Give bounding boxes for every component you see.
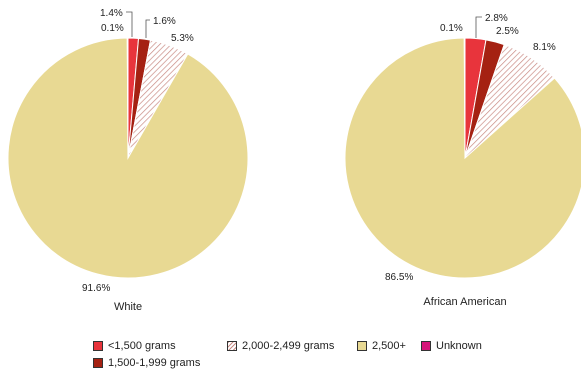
legend-label-unknown: Unknown: [436, 340, 482, 352]
white-label-2000-2499: 5.3%: [171, 33, 194, 44]
white-label-gte2500: 91.6%: [82, 283, 110, 294]
aa-label-gte2500: 86.5%: [385, 272, 413, 283]
legend-swatch-gte2500: [357, 341, 367, 351]
aa-label-unknown: 0.1%: [440, 23, 463, 34]
pie-charts: 1.4% 0.1% 1.6% 5.3% 91.6% White 0.1% 2.8…: [7, 8, 581, 313]
aa-label-2000-2499: 8.1%: [533, 42, 556, 53]
aa-slice-gte2500: [344, 37, 581, 279]
legend-item-gte2500: 2,500+: [357, 340, 406, 352]
legend-swatch-unknown: [421, 341, 431, 351]
legend-label-1500-1999: 1,500-1,999 grams: [108, 357, 201, 369]
legend-item-unknown: Unknown: [421, 340, 482, 352]
aa-label-1500-1999: 2.5%: [496, 26, 519, 37]
white-label-lt1500: 1.4%: [100, 8, 123, 19]
aa-caption: African American: [423, 296, 506, 308]
legend-swatch-2000-2499: [227, 341, 237, 351]
white-caption: White: [114, 301, 142, 313]
white-leader-lt1500: [126, 11, 133, 37]
aa-label-lt1500: 2.8%: [485, 13, 508, 24]
white-label-unknown: 0.1%: [101, 23, 124, 34]
legend-item-lt1500: <1,500 grams: [93, 340, 176, 352]
legend: <1,500 grams 2,000-2,499 grams 2,500+ Un…: [93, 340, 533, 374]
legend-label-lt1500: <1,500 grams: [108, 340, 176, 352]
aa-slice-unknown: [463, 37, 466, 159]
legend-label-2000-2499: 2,000-2,499 grams: [242, 340, 335, 352]
white-slice-gte2500: [7, 37, 249, 279]
white-slice-unknown: [126, 37, 129, 159]
legend-label-gte2500: 2,500+: [372, 340, 406, 352]
legend-item-2000-2499: 2,000-2,499 grams: [227, 340, 334, 352]
legend-item-1500-1999: 1,500-1,999 grams: [93, 357, 200, 369]
legend-swatch-lt1500: [93, 341, 103, 351]
legend-swatch-1500-1999: [93, 358, 103, 368]
white-label-1500-1999: 1.6%: [153, 16, 176, 27]
white-leader-1500-1999: [145, 19, 150, 38]
aa-leader-lt1500: [475, 16, 482, 38]
